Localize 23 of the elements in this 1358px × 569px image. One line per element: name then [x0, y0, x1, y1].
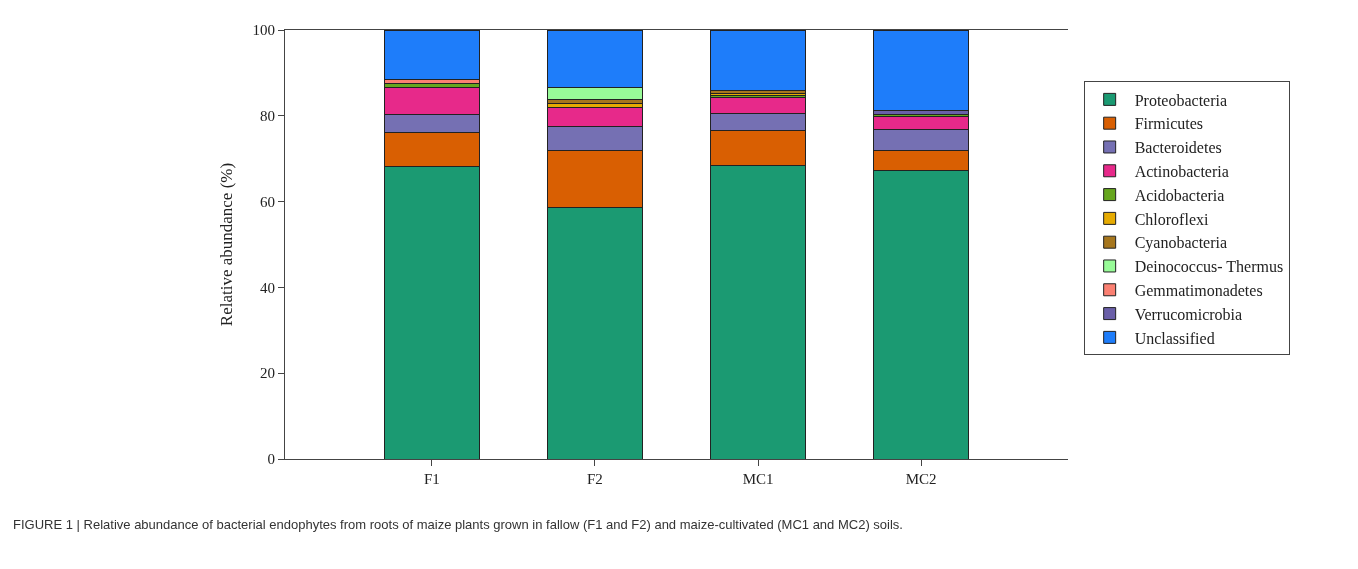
legend-label: Actinobacteria	[1134, 163, 1229, 181]
legend-label: Cyanobacteria	[1134, 234, 1228, 253]
legend-label: Firmicutes	[1134, 115, 1204, 133]
y-tick-label: 0	[267, 451, 275, 468]
y-tick-label: 60	[260, 193, 275, 210]
legend-label: Acidobacteria	[1134, 186, 1225, 204]
y-tick-label: 40	[260, 279, 275, 296]
legend-label: Proteobacteria	[1134, 91, 1228, 109]
legend-label: Gemmatimonadetes	[1134, 282, 1263, 300]
legend-label: Deinococcus- Thermus	[1134, 258, 1284, 276]
caption: FIGURE 1 | Relative abundance of bacterial endophytes from roots of maize plants grown in fallow (F1 and F2) and maize-cultivated (MC1 and MC2) soils.	[13, 517, 903, 532]
x-tick-label: MC1	[742, 471, 774, 487]
y-axis-title: Relative abundance (%)	[217, 162, 237, 327]
legend-label: Verrucomicrobia	[1134, 305, 1243, 323]
y-tick-label: 100	[252, 22, 275, 39]
legend-label: Chloroflexi	[1134, 210, 1209, 228]
x-tick-label: MC2	[905, 471, 937, 487]
y-tick-label: 20	[260, 365, 275, 382]
legend-label: Unclassified	[1134, 329, 1215, 347]
y-tick-label: 80	[260, 108, 275, 125]
x-tick-label: F2	[587, 471, 603, 487]
x-tick-label: F1	[423, 471, 440, 487]
legend-label: Bacteroidetes	[1134, 139, 1222, 157]
